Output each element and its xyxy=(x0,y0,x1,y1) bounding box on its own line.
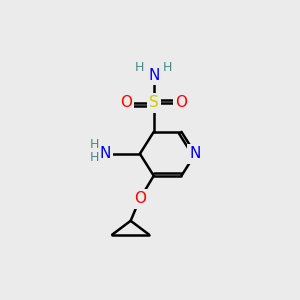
Text: H: H xyxy=(135,61,145,74)
Text: N: N xyxy=(190,146,201,161)
Text: O: O xyxy=(176,95,188,110)
Text: H: H xyxy=(90,138,100,151)
Text: O: O xyxy=(120,95,132,110)
Text: H: H xyxy=(163,61,172,74)
Text: N: N xyxy=(148,68,159,83)
Text: O: O xyxy=(134,191,146,206)
Text: S: S xyxy=(149,95,159,110)
Text: H: H xyxy=(90,151,100,164)
Text: N: N xyxy=(100,146,111,161)
